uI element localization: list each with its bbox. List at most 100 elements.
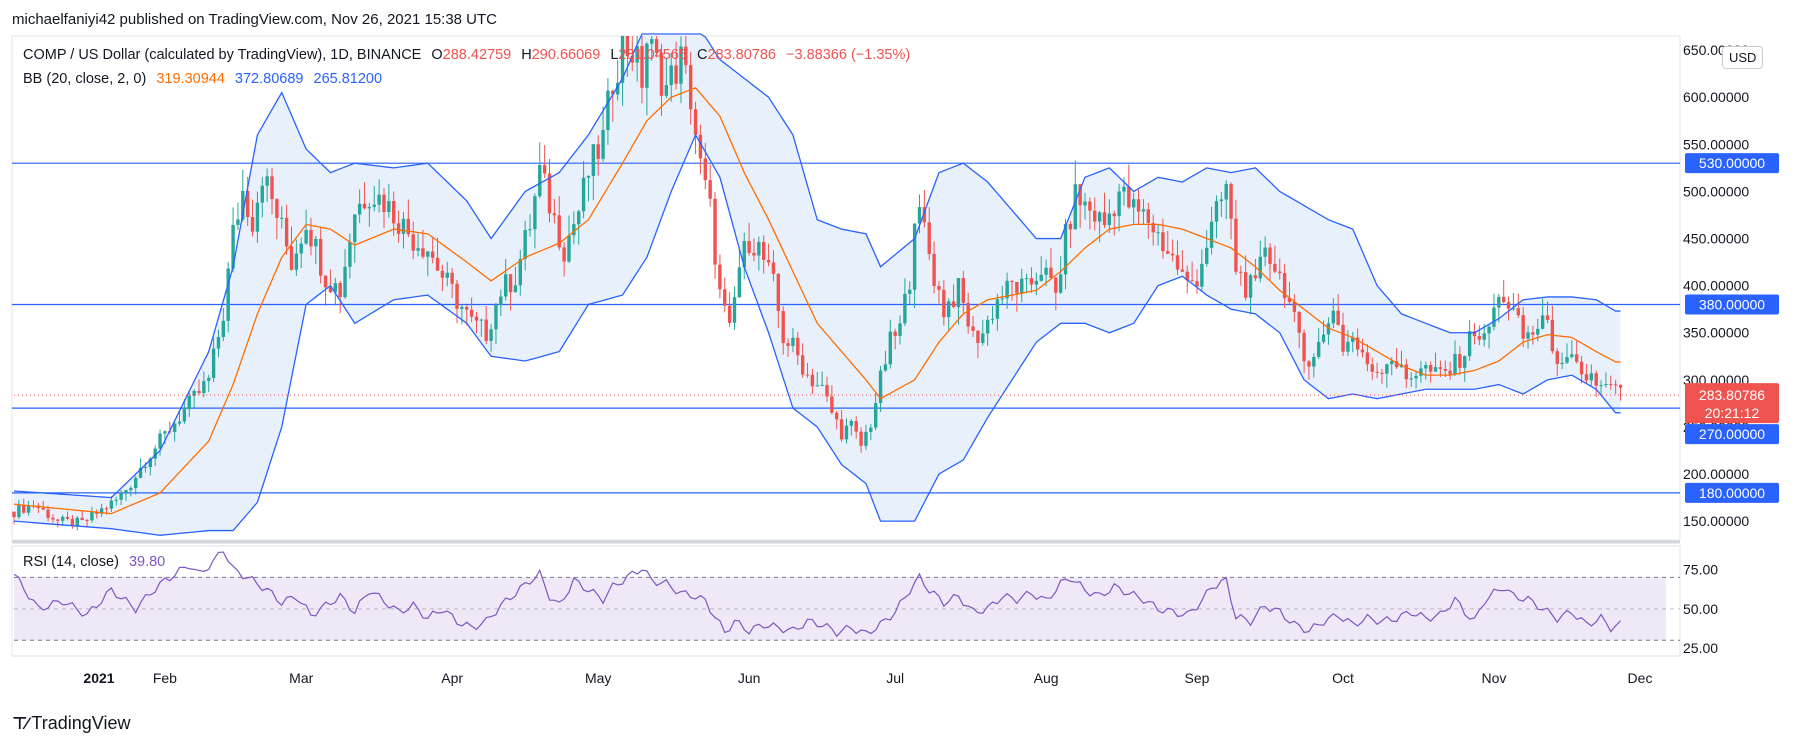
- candle-body: [182, 409, 187, 422]
- candle-body: [1375, 371, 1379, 373]
- candle-body: [951, 301, 956, 308]
- candle-body: [1297, 312, 1301, 333]
- candle-body: [883, 364, 888, 371]
- bollinger-band-fill: [14, 36, 1621, 536]
- candle-body: [51, 517, 55, 520]
- candle-body: [1200, 263, 1204, 287]
- candle-body: [1458, 353, 1462, 368]
- candle-body: [445, 272, 449, 278]
- candle-body: [1224, 183, 1228, 200]
- currency-button[interactable]: USD: [1722, 46, 1764, 69]
- candle-body: [1185, 271, 1189, 281]
- candle-body: [1346, 341, 1350, 352]
- candle-body: [1482, 333, 1486, 340]
- symbol-legend[interactable]: COMP / US Dollar (calculated by TradingV…: [23, 47, 922, 63]
- candle-body: [888, 331, 892, 365]
- candle-body: [338, 283, 342, 298]
- candle-body: [864, 431, 868, 446]
- candle-body: [1107, 213, 1112, 226]
- candle-body: [971, 326, 975, 331]
- candle-body: [908, 289, 912, 294]
- candle-body: [1151, 222, 1155, 233]
- candle-body: [1609, 384, 1613, 386]
- candle-body: [309, 229, 313, 247]
- candle-body: [1049, 267, 1053, 278]
- candle-body: [284, 217, 289, 247]
- candle-body: [508, 274, 513, 293]
- candle-body: [406, 218, 411, 235]
- candle-body: [1448, 370, 1452, 375]
- tradingview-logo-icon: ⊤⁄: [12, 714, 28, 733]
- candle-body: [912, 223, 917, 290]
- level-tag: [1685, 424, 1779, 445]
- candle-body: [1579, 361, 1584, 375]
- candle-body: [304, 229, 308, 244]
- candle-body: [572, 224, 576, 236]
- candle-body: [450, 272, 454, 284]
- time-tick-label: Oct: [1332, 670, 1354, 686]
- candle-body: [1575, 354, 1579, 362]
- candle-body: [815, 385, 819, 387]
- candle-body: [1613, 384, 1618, 386]
- candle-body: [1282, 273, 1287, 299]
- candle-body: [1039, 274, 1043, 281]
- price-axis[interactable]: 650.00000600.00000550.00000500.00000450.…: [1683, 42, 1749, 529]
- tradingview-logo[interactable]: ⊤⁄ TradingView: [12, 713, 130, 734]
- time-tick-label: Jul: [886, 670, 904, 686]
- bb-legend[interactable]: BB (20, close, 2, 0) 319.30944 372.80689…: [23, 71, 388, 87]
- candle-body: [362, 203, 367, 209]
- candle-body: [192, 390, 196, 396]
- candle-body: [1394, 361, 1399, 368]
- candle-body: [1326, 323, 1331, 335]
- candle-body: [503, 274, 508, 297]
- time-tick-label: Jun: [738, 670, 761, 686]
- candle-body: [961, 278, 966, 303]
- candle-body: [211, 348, 216, 378]
- price-tick-label: 450.00000: [1683, 231, 1749, 247]
- candle-body: [265, 176, 269, 186]
- candle-body: [1336, 310, 1340, 325]
- candle-body: [236, 219, 240, 225]
- tradingview-logo-text: TradingView: [31, 713, 131, 733]
- time-tick-label: Aug: [1034, 670, 1059, 686]
- horizontal-levels[interactable]: [12, 162, 1680, 494]
- candle-body: [966, 302, 970, 327]
- candle-body: [1141, 209, 1146, 212]
- candle-body: [645, 43, 649, 88]
- candle-body: [596, 144, 600, 159]
- candle-body: [708, 180, 712, 199]
- candle-body: [650, 39, 654, 44]
- candle-body: [586, 175, 591, 178]
- candle-body: [348, 242, 352, 267]
- candle-body: [830, 396, 834, 413]
- candle-body: [688, 65, 693, 110]
- candle-body: [396, 223, 401, 234]
- candle-body: [1351, 337, 1355, 342]
- candle-body: [187, 395, 191, 410]
- price-tick-label: 500.00000: [1683, 183, 1749, 199]
- candle-body: [1234, 218, 1238, 272]
- candle-body: [703, 158, 707, 181]
- candle-body: [353, 214, 357, 243]
- candle-body: [1307, 361, 1311, 367]
- candle-body: [469, 309, 474, 317]
- price-tick-label: 550.00000: [1683, 136, 1749, 152]
- candle-body: [1248, 275, 1253, 298]
- candle-body: [538, 165, 542, 197]
- candle-body: [557, 215, 561, 248]
- candle-body: [1214, 201, 1219, 222]
- candle-body: [654, 39, 659, 53]
- candle-body: [1166, 251, 1170, 254]
- rsi-legend[interactable]: RSI (14, close) 39.80: [23, 554, 171, 570]
- last-price-label: 283.80786: [1699, 387, 1765, 403]
- candle-body: [1584, 374, 1589, 381]
- candle-body: [119, 492, 123, 500]
- time-tick-label: Dec: [1628, 670, 1653, 686]
- candle-body: [1453, 353, 1457, 375]
- candle-body: [615, 82, 620, 95]
- candle-body: [752, 252, 756, 256]
- candle-body: [669, 65, 673, 86]
- candle-body: [1292, 301, 1297, 313]
- candle-body: [1380, 372, 1384, 374]
- time-axis[interactable]: 2021 Feb Mar Apr May Jun Jul Aug Sep Oct Nov Dec: [83, 670, 1652, 686]
